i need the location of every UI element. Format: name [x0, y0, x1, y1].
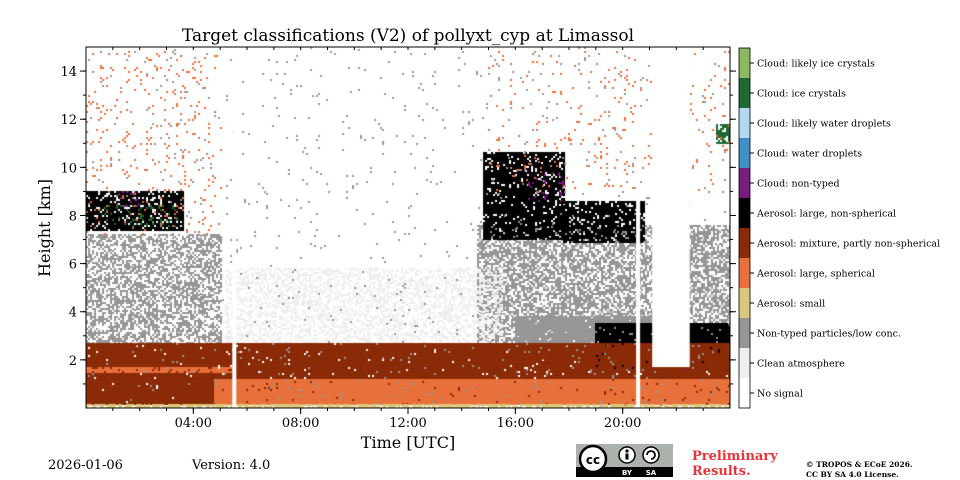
- sa-share-alike-icon: [642, 446, 660, 464]
- copyright-note: © TROPOS & ECoE 2026. CC BY SA 4.0 Licen…: [806, 460, 913, 480]
- colorbar-swatch: [739, 168, 750, 198]
- version-label: Version: 4.0: [192, 458, 271, 473]
- colorbar-label: Cloud: ice crystals: [757, 89, 846, 100]
- date-label: 2026-01-06: [48, 458, 123, 473]
- preliminary-results-note: Preliminary Results.: [692, 449, 778, 479]
- x-axis-label: Time [UTC]: [361, 433, 455, 452]
- y-tick-label: 8: [69, 209, 77, 224]
- colorbar-swatch: [739, 78, 750, 108]
- colorbar-label: Cloud: non-typed: [757, 179, 840, 190]
- cc-license-badge[interactable]: cc BY SA: [576, 444, 673, 477]
- x-tick-label: 04:00: [175, 416, 212, 431]
- cc-by-text: BY: [622, 469, 633, 477]
- x-tick-label: 12:00: [389, 416, 426, 431]
- colorbar-label: No signal: [757, 389, 803, 400]
- x-tick-label: 20:00: [604, 416, 641, 431]
- x-tick-label: 16:00: [497, 416, 534, 431]
- colorbar-label: Cloud: water droplets: [757, 149, 862, 160]
- classification-heatmap: [86, 47, 730, 408]
- colorbar-swatch: [739, 108, 750, 138]
- colorbar-swatch: [739, 378, 750, 408]
- colorbar-label: Aerosol: small: [756, 299, 825, 310]
- colorbar-label: Cloud: likely water droplets: [757, 119, 891, 130]
- colorbar-label: Non-typed particles/low conc.: [757, 329, 901, 340]
- colorbar-swatch: [739, 228, 750, 258]
- y-tick-label: 12: [60, 113, 77, 128]
- colorbar-swatch: [739, 198, 750, 228]
- colorbar-label: Clean atmosphere: [757, 359, 845, 370]
- colorbar-label: Cloud: likely ice crystals: [757, 59, 875, 70]
- y-axis-label: Height [km]: [35, 179, 54, 277]
- colorbar-swatch: [739, 48, 750, 78]
- cc-sa-text: SA: [646, 469, 657, 477]
- preliminary-line-1: Preliminary: [692, 449, 778, 464]
- y-tick-label: 14: [60, 65, 77, 80]
- copyright-line-1: © TROPOS & ECoE 2026.: [806, 460, 913, 469]
- y-tick-label: 6: [69, 258, 77, 273]
- colorbar-swatch: [739, 258, 750, 288]
- colorbar-swatch: [739, 348, 750, 378]
- colorbar-label: Aerosol: large, non-spherical: [756, 209, 896, 220]
- colorbar-label: Aerosol: large, spherical: [756, 269, 875, 280]
- y-tick-label: 2: [69, 354, 77, 369]
- chart-title: Target classifications (V2) of pollyxt_c…: [182, 26, 634, 46]
- colorbar-label: Aerosol: mixture, partly non-spherical: [756, 239, 940, 250]
- colorbar-frame: [738, 47, 751, 409]
- colorbar-swatch: [739, 318, 750, 348]
- colorbar-swatch: [739, 288, 750, 318]
- preliminary-line-2: Results.: [692, 464, 751, 479]
- cc-icon-text: cc: [586, 453, 600, 467]
- copyright-line-2: CC BY SA 4.0 License.: [806, 470, 899, 479]
- y-tick-label: 4: [69, 306, 77, 321]
- colorbar-swatch: [739, 138, 750, 168]
- y-tick-label: 10: [60, 161, 77, 176]
- cc-icon: [578, 444, 608, 474]
- x-tick-label: 08:00: [282, 416, 319, 431]
- cc-badge-strip: [576, 467, 673, 477]
